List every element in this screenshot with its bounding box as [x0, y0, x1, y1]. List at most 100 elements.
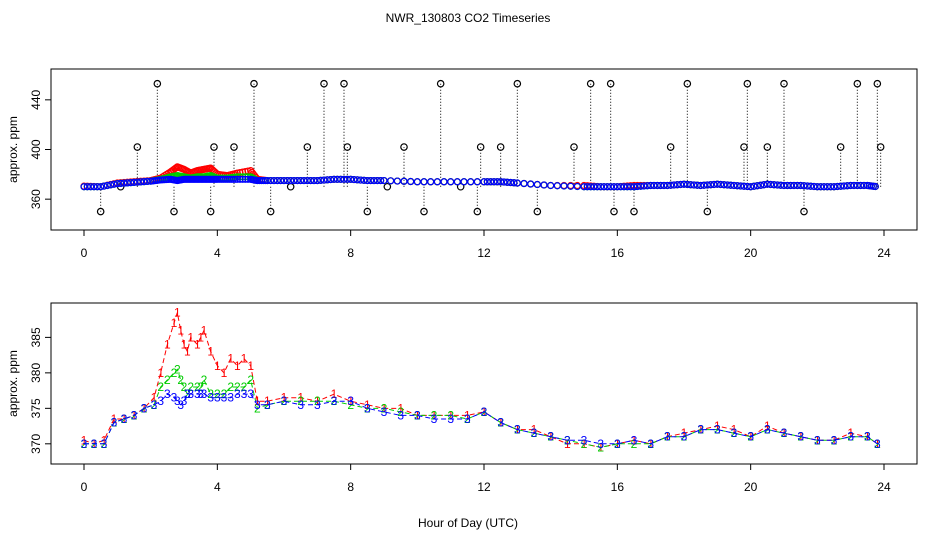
data-label: 1 — [111, 412, 118, 426]
data-label: 3 — [731, 426, 738, 440]
data-point — [847, 181, 855, 190]
data-label: 3 — [714, 423, 721, 437]
data-label: 2 — [174, 362, 181, 376]
data-point — [363, 176, 371, 185]
data-label: 1 — [681, 426, 688, 440]
data-label: 3 — [397, 408, 404, 422]
data-point — [244, 175, 252, 183]
data-label: 3 — [464, 412, 471, 426]
data-label: 1 — [531, 423, 538, 437]
spike-point — [586, 79, 595, 88]
data-point — [347, 175, 355, 183]
x-tick-label: 24 — [877, 246, 891, 260]
x-tick-label: 16 — [611, 246, 625, 260]
data-point — [553, 182, 561, 190]
data-point — [413, 178, 421, 186]
data-point — [630, 183, 638, 191]
data-point — [797, 181, 805, 190]
data-label: 2 — [714, 423, 721, 437]
data-point — [540, 181, 548, 189]
spike-point — [533, 207, 542, 216]
data-point — [603, 183, 611, 191]
data-point — [693, 181, 701, 189]
data-point — [690, 181, 698, 189]
data-point — [447, 178, 455, 186]
data-label: 3 — [814, 433, 821, 447]
data-label: 3 — [194, 387, 201, 401]
spike-point — [476, 143, 485, 151]
data-label: 1 — [847, 426, 854, 440]
data-label: 2 — [194, 380, 201, 394]
data-point — [333, 175, 341, 183]
spike-point — [436, 79, 445, 88]
data-point — [667, 181, 675, 189]
data-point — [231, 175, 239, 183]
data-point — [660, 181, 668, 190]
data-label: 2 — [874, 437, 881, 451]
data-point — [580, 183, 588, 191]
data-label: 3 — [847, 430, 854, 444]
y-tick-label: 370 — [29, 433, 43, 453]
data-label: 2 — [121, 412, 128, 426]
data-label: 3 — [614, 437, 621, 451]
data-label: 3 — [331, 394, 338, 408]
data-point — [310, 176, 318, 185]
x-tick-label: 4 — [214, 246, 221, 260]
data-point — [747, 183, 755, 191]
data-label: 3 — [664, 430, 671, 444]
data-point — [627, 183, 635, 191]
spike-point — [610, 207, 618, 216]
data-point — [123, 179, 131, 187]
data-point — [623, 183, 631, 191]
data-point — [670, 181, 678, 189]
x-tick-label: 20 — [744, 480, 758, 494]
data-label: 2 — [831, 433, 838, 447]
data-point — [90, 183, 98, 191]
data-point — [840, 182, 848, 190]
data-point — [810, 182, 818, 191]
data-point — [487, 178, 495, 186]
data-point — [777, 181, 785, 189]
data-label: 3 — [197, 387, 204, 401]
data-label: 1 — [614, 437, 621, 451]
data-label: 1 — [564, 437, 571, 451]
data-label: 1 — [364, 398, 371, 412]
spike-point — [400, 143, 408, 151]
data-point — [172, 164, 180, 172]
data-label: 3 — [514, 423, 521, 437]
data-point — [643, 182, 651, 190]
data-label: 1 — [141, 401, 148, 415]
spike-point — [133, 143, 142, 151]
data-label: 3 — [171, 391, 178, 405]
spike-point — [683, 79, 692, 88]
spike-point — [206, 207, 215, 216]
x-tick-label: 20 — [744, 246, 758, 260]
x-tick-label: 12 — [477, 480, 491, 494]
data-point — [97, 183, 105, 191]
spike-point — [266, 207, 275, 216]
data-point — [283, 176, 291, 185]
data-label: 3 — [564, 433, 571, 447]
y-tick-label: 440 — [29, 90, 43, 110]
data-point — [560, 182, 568, 190]
data-label: 3 — [241, 387, 248, 401]
data-point — [843, 182, 851, 190]
data-label: 1 — [314, 394, 321, 408]
data-point — [750, 182, 758, 190]
data-point — [703, 181, 711, 189]
data-label: 3 — [151, 398, 158, 412]
data-point — [287, 176, 295, 185]
y-axis-title: approx. ppm — [6, 350, 20, 417]
data-point — [290, 176, 298, 185]
spike-point — [873, 79, 882, 88]
data-point — [567, 182, 575, 190]
data-point — [850, 181, 858, 190]
spike-point — [320, 79, 328, 88]
data-point — [120, 179, 128, 187]
data-point — [370, 176, 378, 185]
data-label: 2 — [181, 380, 188, 394]
data-point — [590, 183, 598, 191]
data-label: 2 — [171, 366, 178, 380]
data-label: 3 — [254, 398, 261, 412]
data-label: 3 — [281, 394, 288, 408]
